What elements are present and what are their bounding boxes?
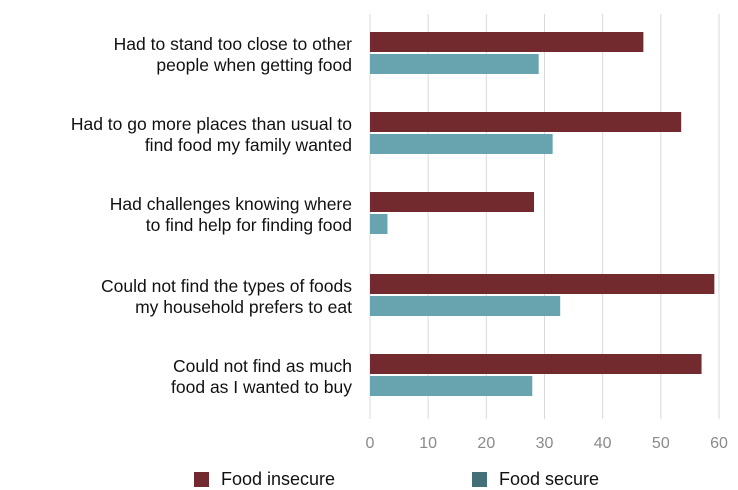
- bar-food-insecure: [370, 274, 715, 294]
- legend-item-food-insecure: Food insecure: [194, 469, 335, 489]
- legend-item-food-secure: Food secure: [472, 469, 599, 489]
- x-tick-label: 30: [536, 435, 554, 452]
- x-axis-ticks: 0 10 20 30 40 50 60: [366, 435, 728, 452]
- legend-label-food-secure: Food secure: [499, 468, 600, 489]
- x-tick-label: 50: [652, 435, 670, 452]
- category-label: food as I wanted to buy: [171, 377, 352, 397]
- category-label: find food my family wanted: [145, 135, 352, 155]
- bar-food-secure: [370, 214, 388, 234]
- bar-food-insecure: [370, 354, 702, 374]
- category-label: Had challenges knowing where: [110, 194, 352, 214]
- category-label: Had to stand too close to other: [114, 34, 353, 54]
- x-tick-label: 20: [477, 435, 495, 452]
- legend-swatch-food-insecure: [194, 471, 209, 487]
- bar-food-insecure: [370, 112, 682, 132]
- x-tick-label: 40: [594, 435, 612, 452]
- bar-food-secure: [370, 134, 553, 154]
- category-label: to find help for finding food: [146, 215, 352, 235]
- x-tick-label: 0: [366, 435, 375, 452]
- category-label: Could not find as much: [173, 356, 352, 376]
- bar-food-insecure: [370, 32, 644, 52]
- category-label: Could not find the types of foods: [101, 276, 352, 296]
- bar-food-secure: [370, 54, 539, 74]
- x-tick-label: 10: [419, 435, 437, 452]
- category-label: my household prefers to eat: [135, 297, 352, 317]
- x-tick-label: 60: [710, 435, 728, 452]
- gridlines: [369, 14, 720, 419]
- bars: [370, 32, 715, 396]
- category-label: people when getting food: [156, 55, 352, 75]
- bar-food-insecure: [370, 192, 535, 212]
- legend: Food insecure Food secure: [0, 469, 738, 489]
- category-label: Had to go more places than usual to: [71, 114, 352, 134]
- bar-food-secure: [370, 376, 533, 396]
- legend-swatch-food-secure: [472, 471, 487, 487]
- legend-label-food-insecure: Food insecure: [221, 468, 336, 489]
- bar-food-secure: [370, 296, 561, 316]
